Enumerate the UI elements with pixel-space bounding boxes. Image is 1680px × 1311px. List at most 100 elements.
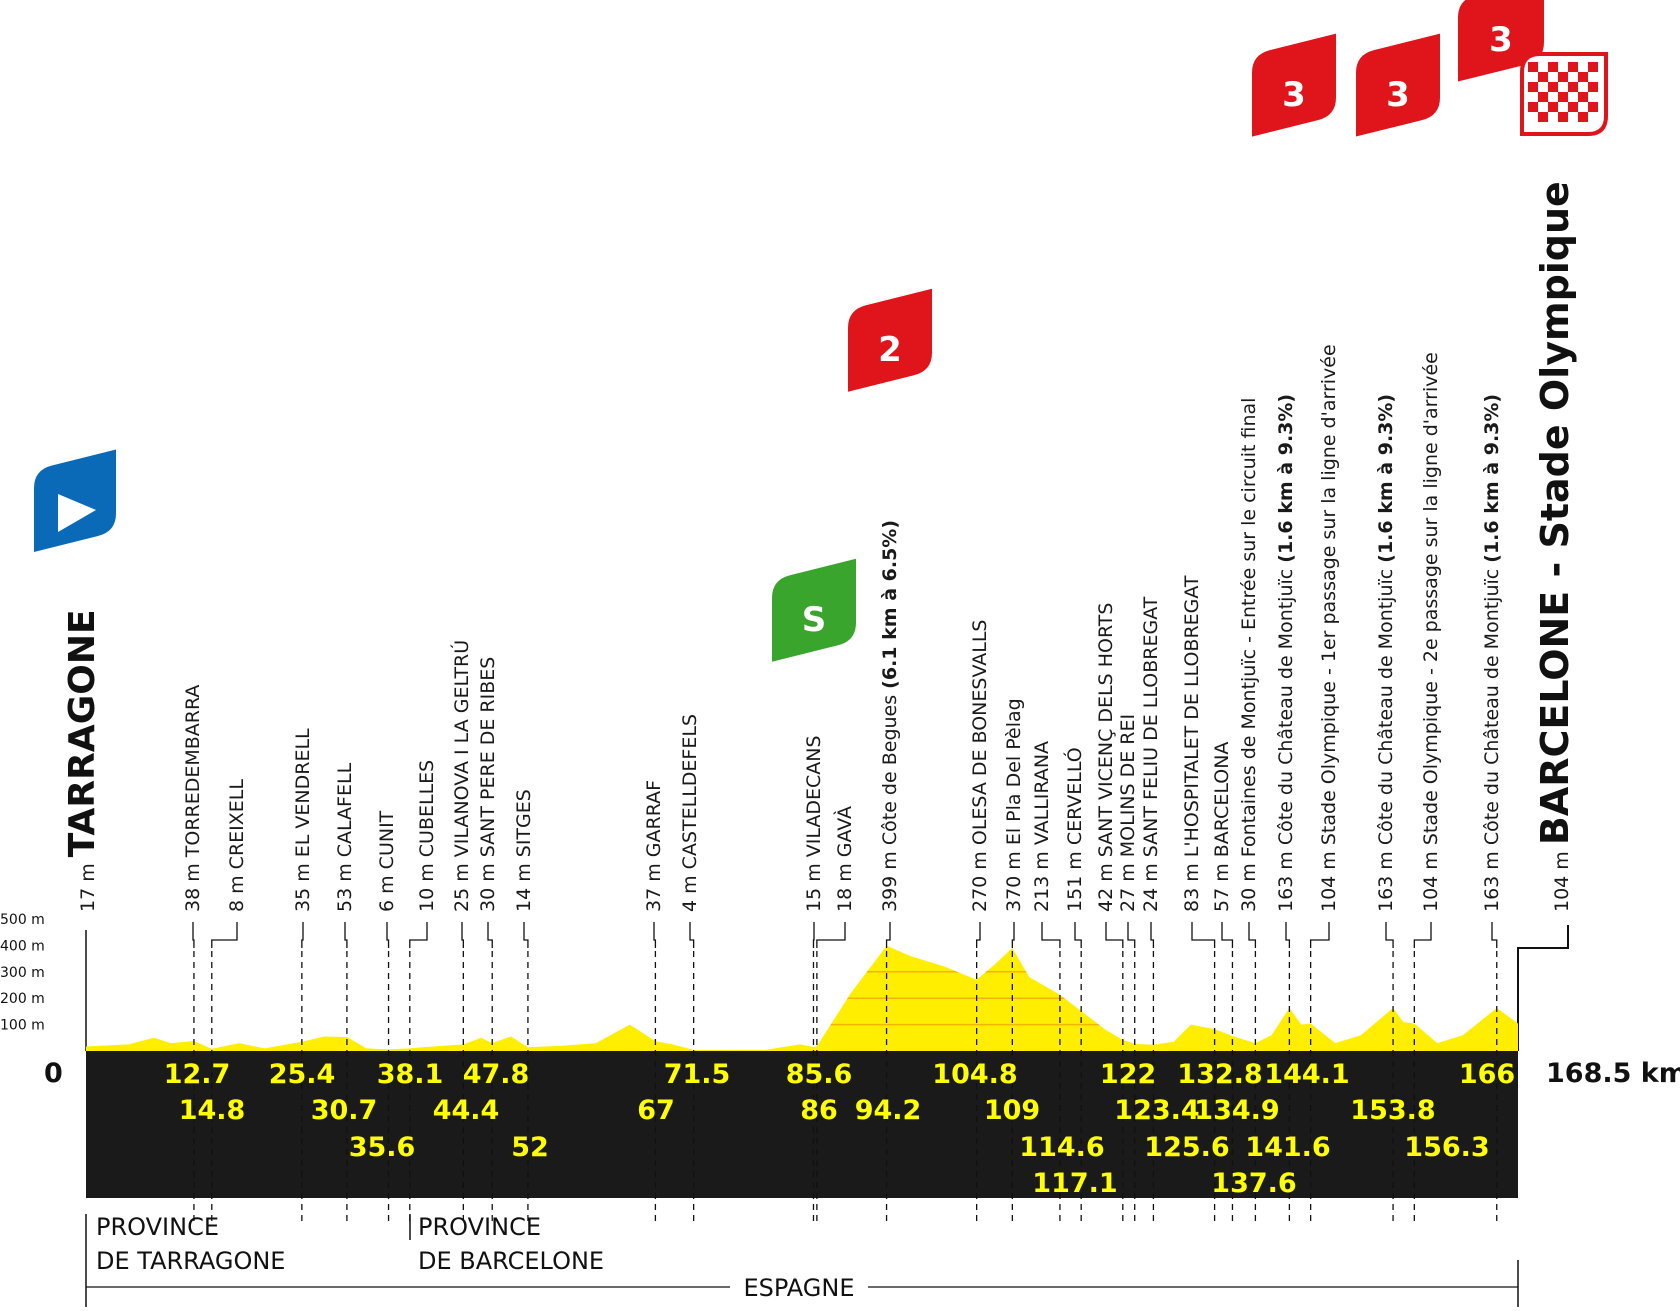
place-name: CUNIT: [376, 810, 398, 869]
place-altitude: 25 m: [451, 857, 473, 912]
place-label: 6 m CUNIT: [376, 810, 398, 912]
place-altitude: 27 m: [1117, 857, 1139, 912]
place-name: BARCELONE - Stade Olympique: [1533, 181, 1577, 845]
checker-cell: [1578, 92, 1588, 102]
leader-elbow: [1309, 922, 1330, 948]
km-label: 117.1: [1032, 1168, 1117, 1199]
place-altitude: 163 m: [1481, 845, 1503, 912]
km-label: 109: [984, 1095, 1040, 1126]
place-altitude: 104 m: [1318, 845, 1340, 912]
leader-elbow: [1248, 922, 1257, 948]
leader-elbow: [487, 922, 493, 948]
km-label: 144.1: [1264, 1059, 1349, 1090]
place-altitude: 30 m: [1238, 857, 1260, 912]
km-label: 156.3: [1404, 1132, 1489, 1163]
place-label: 24 m SANT FELIU DE LLOBREGAT: [1140, 596, 1162, 912]
badge-label: 3: [1282, 75, 1306, 115]
leader-elbow: [1074, 922, 1082, 948]
place-altitude: 18 m: [834, 857, 856, 912]
leader-elbow: [1413, 922, 1432, 948]
checker-cell: [1558, 72, 1568, 82]
region-labels: PROVINCE DE TARRAGONE PROVINCE DE BARCELONE…: [85, 1213, 1519, 1307]
km-label: 104.8: [932, 1059, 1017, 1090]
place-altitude: 8 m: [226, 869, 248, 912]
place-altitude: 4 m: [679, 869, 701, 912]
place-label: 163 m Côte du Château de Montjuïc (1.6 k…: [1375, 394, 1397, 912]
checker-cell: [1578, 112, 1588, 122]
place-name: Fontaines de Montjuïc - Entrée sur le ci…: [1238, 398, 1260, 858]
checker-cell: [1568, 82, 1578, 92]
place-altitude: 151 m: [1064, 845, 1086, 912]
km-label: 166: [1459, 1059, 1515, 1090]
km-label: 125.6: [1144, 1132, 1229, 1163]
place-name: TARRAGONE: [62, 609, 103, 857]
leader-elbow: [1491, 922, 1498, 948]
checker-cell: [1528, 62, 1538, 72]
place-altitude: 399 m: [879, 845, 901, 912]
leader-elbow: [816, 922, 846, 948]
km-label: 141.6: [1245, 1132, 1330, 1163]
km-label: 35.6: [349, 1132, 416, 1163]
checker-cell: [1588, 102, 1598, 112]
place-altitude: 104 m: [1551, 845, 1573, 912]
badge-shape: [34, 449, 116, 552]
place-altitude: 83 m: [1181, 857, 1203, 912]
place-name: Côte de Begues: [879, 689, 901, 845]
place-name: Stade Olympique - 2e passage sur la lign…: [1420, 352, 1442, 845]
badge-climb: 3: [1458, 0, 1544, 82]
km-label: 52: [511, 1132, 549, 1163]
place-label: 17 m TARRAGONE: [62, 609, 103, 912]
place-altitude: 35 m: [292, 857, 314, 912]
checker-cell: [1568, 102, 1578, 112]
km-label: 153.8: [1350, 1095, 1435, 1126]
checker-cell: [1558, 112, 1568, 122]
region-barcelone-1: PROVINCE: [418, 1213, 541, 1241]
km-label: 137.6: [1211, 1168, 1296, 1199]
place-name: L'HOSPITALET DE LLOBREGAT: [1181, 575, 1203, 857]
place-name: Stade Olympique - 1er passage sur la lig…: [1318, 344, 1340, 845]
y-tick-label: 100 m: [0, 1018, 45, 1034]
checker-cell: [1538, 92, 1548, 102]
checker-cell: [1528, 82, 1538, 92]
leader-elbow: [344, 922, 348, 948]
leader-elbow: [386, 922, 390, 948]
place-leaders: [192, 922, 1498, 1221]
checker-cell: [1588, 82, 1598, 92]
leader-elbow: [192, 922, 195, 948]
place-labels: 17 m TARRAGONE 38 m TORREDEMBARRA 8 m CREI…: [62, 181, 1577, 912]
place-name: BARCELONA: [1211, 742, 1233, 858]
place-label: 163 m Côte du Château de Montjuïc (1.6 k…: [1481, 394, 1503, 912]
leader-elbow: [1041, 922, 1061, 948]
place-name: GARRAF: [643, 780, 665, 857]
km-label: 30.7: [311, 1095, 378, 1126]
km-label: 47.8: [463, 1059, 530, 1090]
region-tarragone-1: PROVINCE: [96, 1213, 219, 1241]
leader-elbow: [1385, 922, 1394, 948]
leader-elbow: [689, 922, 695, 948]
place-label: 30 m Fontaines de Montjuïc - Entrée sur …: [1238, 398, 1260, 912]
place-altitude: 15 m: [803, 857, 825, 912]
leader-elbow: [1105, 922, 1124, 948]
place-name: Côte du Château de Montjuïc: [1275, 563, 1297, 845]
badge-climb: 3: [1356, 33, 1440, 137]
finish-frame-line: [1517, 925, 1569, 1051]
place-label: 18 m GAVÀ: [833, 806, 856, 912]
place-label: 25 m VILANOVA I LA GELTRÚ: [449, 640, 473, 912]
place-name: CERVELLÓ: [1062, 747, 1086, 845]
place-name: CUBELLES: [416, 760, 438, 857]
place-label: 8 m CREIXELL: [226, 779, 248, 912]
place-label: 83 m L'HOSPITALET DE LLOBREGAT: [1181, 575, 1203, 912]
place-altitude: 30 m: [477, 857, 499, 912]
badge-shape: [848, 288, 932, 392]
y-tick-label: 200 m: [0, 991, 45, 1007]
place-label: 104 m Stade Olympique - 2e passage sur l…: [1420, 352, 1442, 912]
region-country: ESPAGNE: [743, 1274, 854, 1302]
checker-cell: [1528, 102, 1538, 112]
leader-elbow: [211, 922, 238, 948]
place-name: EL VENDRELL: [292, 728, 314, 857]
checker-cell: [1578, 72, 1588, 82]
badge-label: S: [802, 600, 827, 640]
place-name: OLESA DE BONESVALLS: [969, 620, 991, 846]
place-altitude: 53 m: [334, 857, 356, 912]
km-label: 71.5: [664, 1059, 731, 1090]
